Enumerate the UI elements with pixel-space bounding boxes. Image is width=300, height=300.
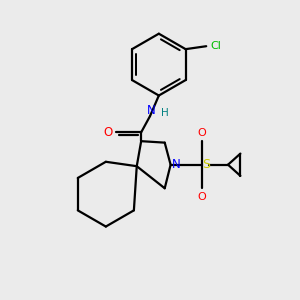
Text: O: O [197, 128, 206, 138]
Text: S: S [202, 158, 211, 171]
Text: O: O [103, 126, 112, 139]
Text: O: O [197, 191, 206, 202]
Text: Cl: Cl [210, 41, 221, 51]
Text: H: H [161, 108, 169, 118]
Text: N: N [147, 104, 156, 117]
Text: N: N [172, 158, 180, 171]
